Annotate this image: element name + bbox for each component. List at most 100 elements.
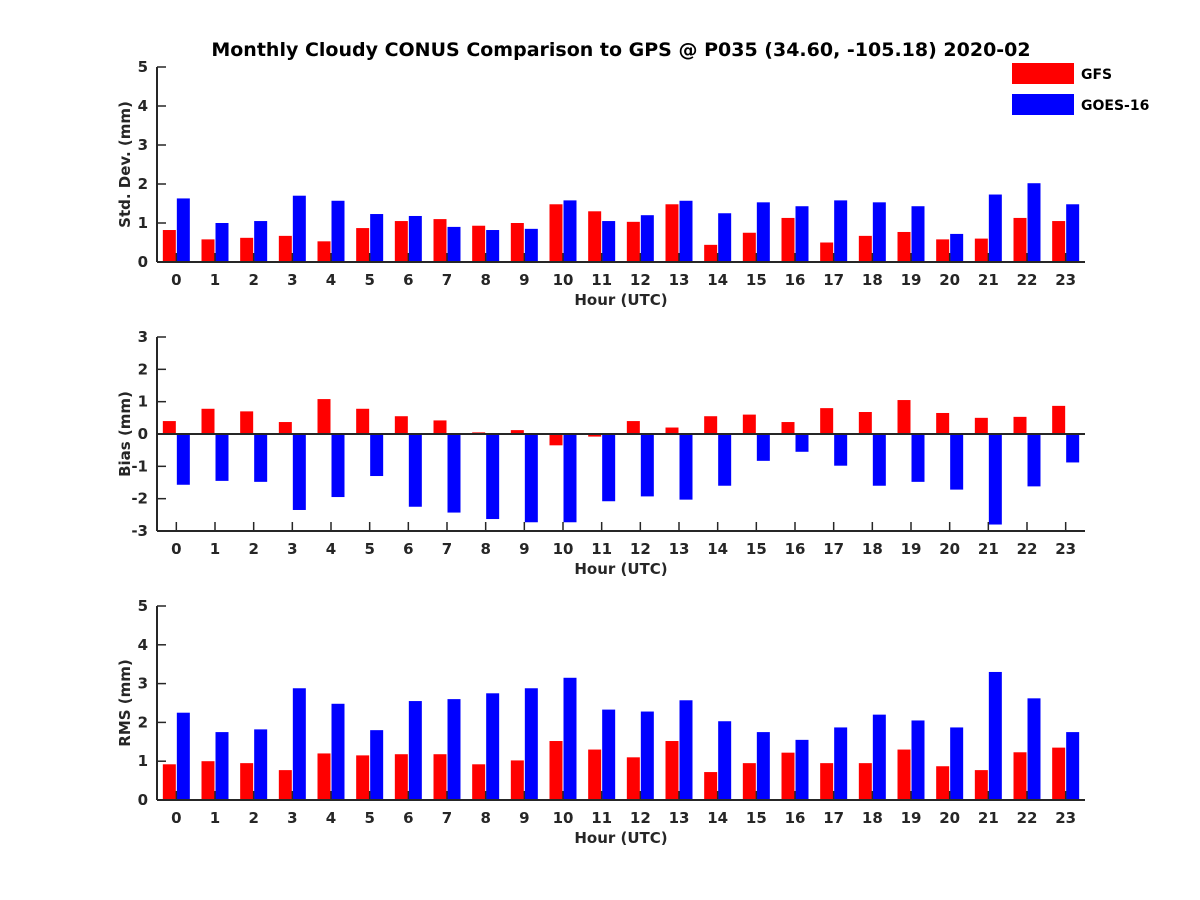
bar-goes-16-hour-3 [292, 434, 306, 510]
bar-gfs-hour-11 [588, 211, 602, 262]
bar-goes-16-hour-2 [254, 221, 268, 262]
bar-gfs-hour-1 [201, 408, 215, 434]
bar-gfs-hour-17 [820, 242, 834, 262]
x-tick-label: 19 [901, 271, 922, 289]
bar-gfs-hour-18 [858, 235, 872, 262]
y-tick-label: 2 [138, 713, 148, 731]
y-tick-label: 3 [138, 136, 148, 154]
bar-goes-16-hour-0 [176, 434, 190, 485]
bar-gfs-hour-7 [433, 219, 447, 262]
x-tick-label: 20 [939, 809, 960, 827]
x-tick-label: 12 [630, 271, 651, 289]
x-tick-label: 16 [785, 540, 806, 558]
x-tick-label: 14 [707, 809, 728, 827]
bar-gfs-hour-12 [626, 421, 640, 434]
x-tick-label: 15 [746, 271, 767, 289]
y-tick-label: 4 [138, 636, 148, 654]
x-tick-label: 5 [364, 271, 374, 289]
x-tick-label: 6 [403, 809, 413, 827]
bar-goes-16-hour-1 [215, 223, 229, 262]
bar-goes-16-hour-11 [602, 709, 616, 800]
bar-goes-16-hour-10 [563, 677, 577, 800]
bar-goes-16-hour-13 [679, 200, 693, 262]
x-tick-label: 14 [707, 271, 728, 289]
bar-goes-16-hour-21 [988, 194, 1002, 262]
bar-gfs-hour-16 [781, 752, 795, 800]
x-tick-label: 12 [630, 540, 651, 558]
y-tick-label: 1 [138, 393, 148, 411]
bar-goes-16-hour-2 [254, 434, 268, 482]
x-tick-label: 23 [1055, 540, 1076, 558]
y-tick-label: 3 [138, 675, 148, 693]
bar-gfs-hour-2 [240, 411, 254, 434]
x-tick-label: 0 [171, 809, 181, 827]
bar-goes-16-hour-4 [331, 434, 345, 498]
x-tick-label: 21 [978, 809, 999, 827]
bar-gfs-hour-20 [936, 239, 950, 262]
bar-gfs-hour-22 [1013, 416, 1027, 434]
bar-goes-16-hour-5 [370, 730, 384, 800]
bar-gfs-hour-18 [858, 412, 872, 434]
bar-goes-16-hour-7 [447, 434, 461, 513]
bar-gfs-hour-15 [742, 414, 756, 434]
figure-title: Monthly Cloudy CONUS Comparison to GPS @… [211, 39, 1030, 61]
bar-gfs-hour-10 [549, 741, 563, 800]
x-tick-label: 18 [862, 540, 883, 558]
bar-goes-16-hour-7 [447, 699, 461, 800]
bar-gfs-hour-14 [704, 772, 718, 800]
x-tick-label: 10 [553, 809, 574, 827]
bar-goes-16-hour-21 [988, 434, 1002, 525]
x-tick-label: 22 [1017, 809, 1038, 827]
x-tick-label: 18 [862, 809, 883, 827]
bar-goes-16-hour-0 [176, 712, 190, 800]
bar-goes-16-hour-14 [718, 213, 732, 262]
bar-goes-16-hour-3 [292, 195, 306, 262]
bar-gfs-hour-10 [549, 434, 563, 446]
bar-goes-16-hour-6 [408, 215, 422, 262]
x-tick-label: 10 [553, 271, 574, 289]
bar-goes-16-hour-17 [834, 434, 848, 466]
x-axis-label: Hour (UTC) [574, 291, 667, 309]
bar-goes-16-hour-23 [1066, 732, 1080, 800]
bar-gfs-hour-7 [433, 420, 447, 434]
bar-goes-16-hour-0 [176, 198, 190, 262]
bar-gfs-hour-7 [433, 754, 447, 800]
bar-gfs-hour-11 [588, 434, 602, 437]
bar-goes-16-hour-4 [331, 200, 345, 262]
bar-goes-16-hour-6 [408, 701, 422, 800]
bar-gfs-hour-20 [936, 766, 950, 800]
y-axis-label: RMS (mm) [116, 659, 134, 746]
bar-gfs-hour-3 [278, 770, 292, 800]
y-tick-label: -2 [131, 490, 148, 508]
bar-goes-16-hour-9 [524, 434, 538, 523]
x-tick-label: 7 [442, 271, 452, 289]
x-tick-label: 3 [287, 271, 297, 289]
bar-goes-16-hour-3 [292, 688, 306, 800]
bar-gfs-hour-4 [317, 399, 331, 434]
x-tick-label: 4 [326, 540, 336, 558]
legend-label: GOES-16 [1081, 98, 1149, 114]
y-axis-label: Std. Dev. (mm) [116, 101, 134, 228]
y-tick-label: 2 [138, 360, 148, 378]
y-tick-label: 0 [138, 253, 148, 271]
bar-gfs-hour-3 [278, 422, 292, 434]
bar-gfs-hour-21 [974, 238, 988, 262]
x-tick-label: 2 [248, 809, 258, 827]
bar-goes-16-hour-20 [950, 233, 964, 262]
x-tick-label: 13 [669, 540, 690, 558]
bar-gfs-hour-21 [974, 417, 988, 434]
bar-goes-16-hour-18 [872, 202, 886, 262]
bar-gfs-hour-3 [278, 235, 292, 262]
bar-goes-16-hour-14 [718, 434, 732, 486]
bar-gfs-hour-22 [1013, 217, 1027, 262]
x-tick-label: 14 [707, 540, 728, 558]
bar-goes-16-hour-16 [795, 739, 809, 800]
x-tick-label: 21 [978, 271, 999, 289]
bar-gfs-hour-13 [665, 427, 679, 434]
x-tick-label: 7 [442, 540, 452, 558]
x-tick-label: 6 [403, 540, 413, 558]
bar-gfs-hour-15 [742, 232, 756, 262]
bar-goes-16-hour-13 [679, 700, 693, 800]
bar-goes-16-hour-23 [1066, 204, 1080, 262]
bar-goes-16-hour-6 [408, 434, 422, 507]
